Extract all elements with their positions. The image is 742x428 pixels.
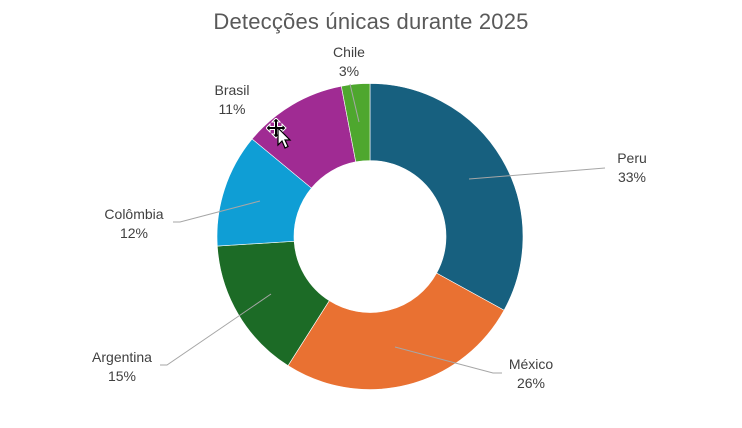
data-label-brasil[interactable]: Brasil 11% [214, 81, 249, 119]
data-label-category: México [508, 356, 554, 372]
chart-title: Detecções únicas durante 2025 [213, 9, 529, 34]
data-label-méxico[interactable]: México 26% [509, 355, 553, 393]
leader-line-peru [468, 167, 606, 180]
data-label-category: Chile [333, 44, 365, 60]
data-label-percentage: 3% [338, 63, 360, 79]
data-label-percentage: 11% [218, 101, 246, 117]
move-cursor-icon [266, 118, 292, 149]
data-label-argentina[interactable]: Argentina 15% [92, 348, 152, 386]
slice-méxico[interactable] [287, 272, 505, 390]
leader-line-colômbia [173, 200, 261, 223]
slice-chile[interactable] [340, 83, 371, 163]
leader-line-méxico [394, 346, 502, 374]
data-label-category: Argentina [92, 349, 152, 365]
data-label-colômbia[interactable]: Colômbia 12% [104, 205, 163, 243]
data-label-category: Brasil [214, 82, 250, 98]
data-label-percentage: 12% [119, 225, 149, 241]
data-label-percentage: 26% [516, 375, 546, 391]
data-label-percentage: 15% [107, 368, 137, 384]
data-label-percentage: 33% [617, 169, 647, 185]
data-label-peru[interactable]: Peru 33% [617, 149, 647, 187]
data-label-chile[interactable]: Chile 3% [333, 43, 365, 81]
leader-line-argentina [160, 293, 272, 366]
data-label-category: Colômbia [104, 206, 164, 222]
leader-line-chile [349, 83, 360, 123]
data-label-category: Peru [617, 150, 647, 166]
slice-peru[interactable] [369, 83, 524, 311]
